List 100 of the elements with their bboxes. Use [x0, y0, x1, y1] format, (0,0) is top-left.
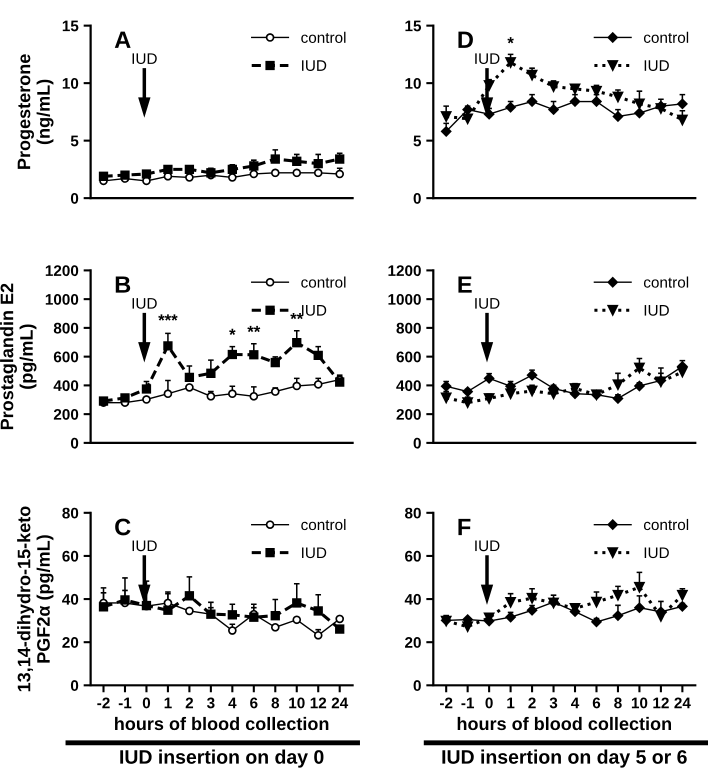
point: [184, 164, 194, 174]
point: [314, 158, 323, 168]
point: [228, 350, 237, 360]
point: [677, 114, 688, 126]
y-tick-label: 1000: [388, 294, 421, 305]
y-axis-title: Prostaglandin E2 (pg/mL): [0, 284, 36, 430]
point: [163, 606, 173, 615]
point: [292, 598, 302, 608]
x-tick-label: 12: [310, 698, 326, 708]
point: [440, 616, 452, 626]
point: [184, 372, 194, 382]
point: [570, 96, 580, 107]
y-tick-label: 1200: [388, 265, 421, 276]
y-tick-label: 80: [404, 508, 421, 519]
point: [314, 350, 323, 360]
point: [314, 168, 323, 178]
x-tick-label: 6: [250, 698, 258, 708]
point: [270, 387, 280, 396]
text: IUD insertion on day 5 or 6: [442, 750, 687, 768]
point: [484, 108, 494, 120]
x-tick-label: -1: [461, 698, 474, 708]
point: [526, 370, 538, 380]
y-tick-label: 5: [413, 136, 422, 146]
point: [228, 164, 237, 174]
point: [228, 610, 237, 620]
point: [505, 612, 516, 622]
point: [270, 168, 280, 178]
y-tick-label: 800: [396, 322, 421, 334]
point: [634, 582, 645, 593]
annotation: **: [247, 326, 260, 332]
point: [634, 362, 645, 374]
point: [142, 169, 152, 179]
x-tick-label: 12: [653, 698, 669, 708]
y-tick-label: 40: [404, 594, 421, 605]
annotation: IUD: [132, 540, 157, 552]
x-tick-label: 4: [570, 698, 580, 708]
point: [526, 96, 538, 107]
x-tick-label: 2: [528, 698, 536, 708]
x-tick-label: 2: [186, 698, 194, 708]
point: [462, 113, 473, 124]
point: [505, 102, 516, 113]
point: [120, 595, 130, 605]
y-tick-label: 80: [62, 508, 78, 519]
point: [591, 96, 602, 107]
point: [677, 601, 688, 612]
y-axis-title: Progesterone (ng/mL): [18, 54, 54, 169]
y-tick-label: 200: [396, 409, 421, 420]
legend-label: control: [644, 518, 688, 530]
point: [292, 615, 302, 624]
y-tick-label: 60: [62, 550, 78, 562]
y-tick-label: 10: [405, 78, 421, 89]
point: [206, 168, 216, 178]
y-tick-label: 0: [414, 193, 421, 204]
point: [163, 164, 173, 174]
point: [142, 395, 151, 404]
point: [120, 393, 130, 403]
point: [440, 111, 452, 122]
point: [612, 92, 624, 102]
y-tick-label: 20: [62, 637, 78, 648]
x-tick-label: 1: [164, 698, 172, 708]
point: [250, 392, 258, 401]
annotation: **: [290, 312, 304, 320]
point: [505, 57, 516, 68]
point: [484, 373, 494, 384]
y-tick-label: 600: [54, 352, 78, 362]
point: [228, 173, 237, 182]
point: [292, 156, 302, 166]
point: [677, 590, 688, 601]
point: [591, 616, 602, 628]
x-tick-label: 24: [332, 698, 348, 708]
y-tick-label: 1200: [46, 265, 78, 276]
point: [250, 170, 258, 178]
y-tick-label: 10: [62, 78, 78, 89]
point: [440, 126, 452, 137]
point: [270, 611, 280, 620]
x-tick-label: 24: [674, 698, 691, 708]
point: [526, 386, 538, 396]
annotation: IUD: [475, 540, 500, 552]
point: [634, 380, 645, 392]
y-tick-label: 5: [70, 136, 78, 146]
point: [335, 377, 344, 387]
x-axis-title: hours of blood collection: [115, 716, 328, 730]
x-tick-label: 8: [272, 698, 280, 708]
point: [270, 154, 280, 164]
y-tick-label: 0: [70, 680, 78, 691]
point: [634, 98, 645, 110]
point: [270, 623, 280, 632]
legend-label: IUD: [644, 547, 669, 558]
point: [335, 614, 344, 624]
x-tick-label: 0: [485, 698, 493, 708]
point: [612, 111, 624, 122]
y-tick-label: 0: [70, 438, 78, 449]
y-tick-label: 15: [405, 20, 422, 32]
annotation: IUD: [132, 53, 157, 64]
point: [98, 172, 108, 181]
y-tick-label: 800: [54, 322, 78, 334]
point: [185, 173, 194, 182]
legend-label: control: [644, 276, 688, 288]
y-tick-label: 0: [414, 680, 421, 691]
x-tick-label: -2: [440, 698, 452, 708]
